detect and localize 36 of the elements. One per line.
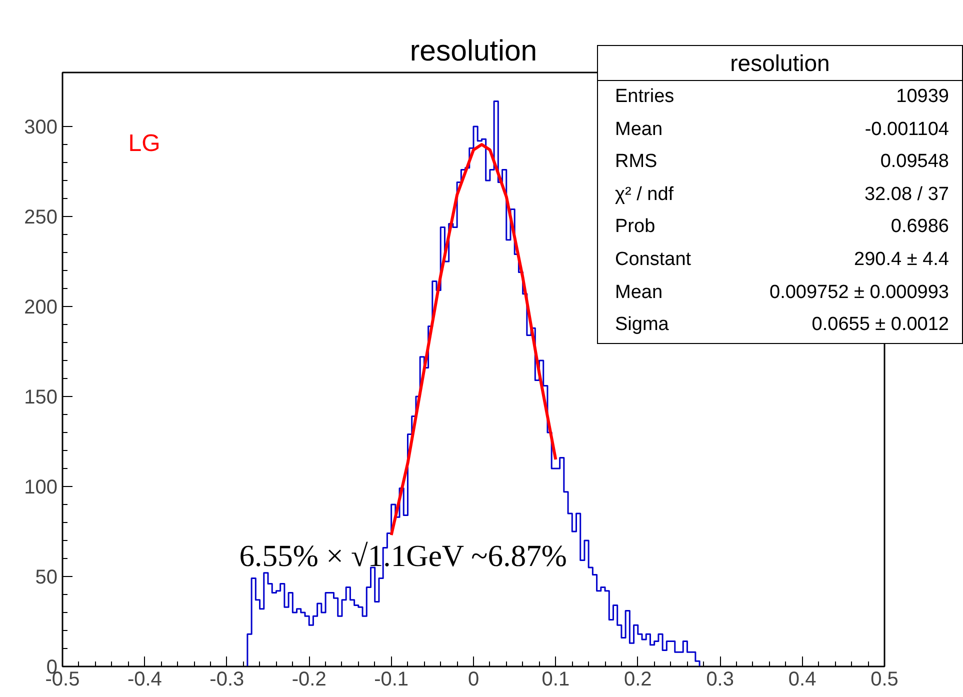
annotation: Sigma (615, 313, 669, 338)
x-tick-label: -0.1 (374, 668, 409, 690)
annotation: LG (128, 130, 160, 158)
annotation: RMS (615, 150, 658, 174)
annotation: 290.4 ± 4.4 (854, 248, 949, 272)
x-tick-label: -0.2 (292, 668, 326, 690)
annotation: 32.08 / 37 (864, 182, 949, 207)
x-tick-label: -0.4 (127, 668, 162, 690)
x-tick-label: 0.1 (542, 668, 570, 690)
y-tick-label: 150 (24, 386, 58, 408)
annotation: Mean (615, 118, 663, 142)
annotation: -0.001104 (864, 118, 949, 142)
x-tick-label: -0.3 (210, 668, 244, 690)
y-tick-label: 50 (35, 566, 58, 588)
annotation: Mean (615, 280, 663, 305)
annotation: χ² / ndf (615, 182, 674, 207)
text: 10939 (896, 86, 949, 107)
annotation: 0.09548 (880, 150, 949, 174)
annotation: Prob (615, 215, 656, 240)
text: 0.6986 (890, 216, 949, 238)
x-tick-label: 0 (468, 668, 480, 690)
annotation: resolution (598, 46, 962, 81)
chart-title: resolution (410, 34, 538, 68)
y-tick-label: 100 (24, 476, 58, 498)
x-tick-label: 0.2 (624, 668, 652, 690)
x-tick-label: 0.5 (870, 668, 898, 690)
y-tick-label: 300 (24, 116, 58, 138)
annotation: Entries (615, 85, 674, 109)
x-tick-label: 0.3 (706, 668, 734, 690)
annotation: 0.0655 ± 0.0012 (812, 313, 949, 338)
line-series (390, 143, 558, 537)
annotation: 0.009752 ± 0.000993 (770, 280, 949, 305)
annotation: Constant (615, 248, 692, 272)
y-tick-label: 200 (24, 296, 58, 318)
y-tick-label: 250 (24, 206, 58, 228)
x-tick-label: 0.4 (788, 668, 816, 690)
